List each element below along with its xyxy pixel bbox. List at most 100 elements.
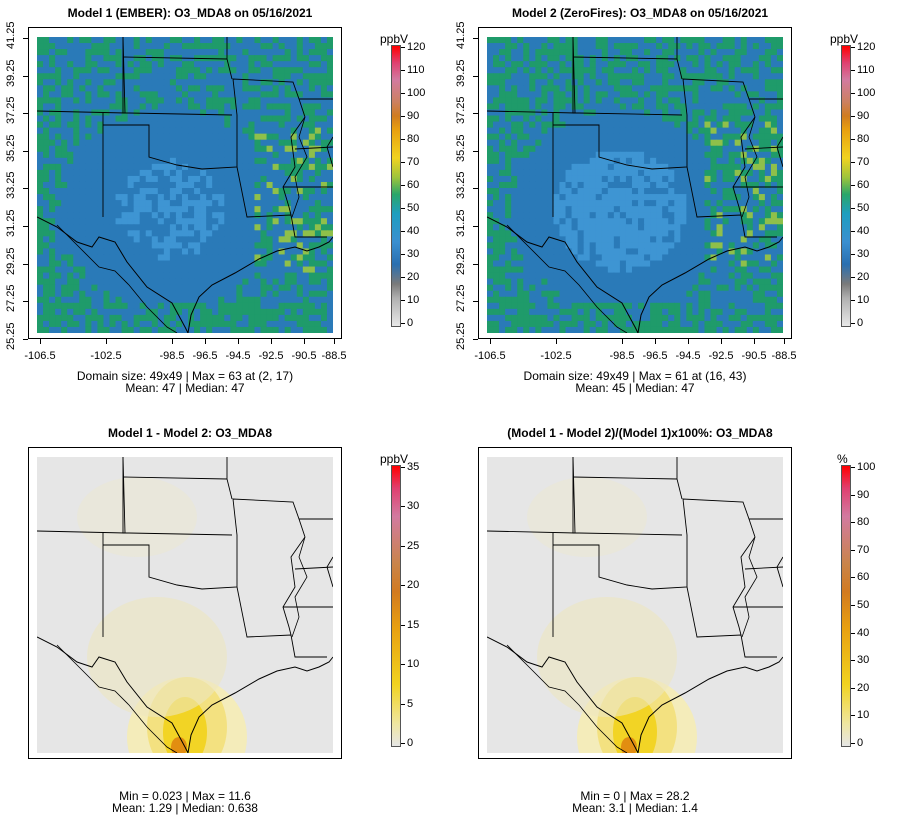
colorbar-label: 60	[857, 179, 870, 191]
colorbar-tick	[851, 208, 855, 209]
y-tick	[23, 150, 28, 152]
colorbar	[391, 465, 401, 747]
x-tick-label: -90.5	[741, 350, 767, 362]
coastline	[487, 216, 783, 333]
x-tick	[205, 339, 206, 344]
river-border	[741, 536, 758, 638]
colorbar-label: 70	[857, 543, 870, 556]
colorbar-unit: %	[837, 452, 848, 466]
colorbar-label: 10	[857, 294, 870, 306]
colorbar-unit: ppbV	[380, 32, 409, 46]
colorbar-tick	[401, 116, 405, 117]
state-border	[326, 136, 333, 168]
colorbar-tick	[851, 323, 855, 324]
map-frame	[28, 447, 342, 759]
colorbar-label: 40	[407, 225, 420, 237]
y-tick-label: 33.25	[455, 171, 467, 200]
state-border	[122, 37, 129, 114]
map-panel-model2: Model 2 (ZeroFires): O3_MDA8 on 05/16/20…	[450, 0, 900, 420]
x-tick	[622, 339, 623, 344]
colorbar-label: 110	[857, 64, 875, 76]
colorbar-label: 15	[407, 618, 420, 631]
x-tick-label: -102.5	[540, 350, 572, 362]
colorbar-tick	[851, 231, 855, 232]
colorbar-label: 120	[407, 41, 426, 53]
state-border	[776, 556, 783, 588]
x-tick-label: -98.5	[159, 350, 185, 362]
x-tick	[40, 339, 41, 344]
colorbar-label: 30	[857, 248, 870, 260]
y-tick-label: 41.25	[5, 21, 17, 49]
panel-title: Model 1 - Model 2: O3_MDA8	[107, 426, 273, 440]
coastline	[487, 636, 783, 753]
state-border	[128, 532, 233, 536]
colorbar-tick	[401, 624, 405, 626]
state-border	[232, 78, 306, 118]
colorbar-tick	[401, 93, 405, 94]
stats-line-2: Mean: 45 | Median: 47	[575, 381, 695, 395]
y-tick-label: 25.25	[455, 322, 467, 350]
x-tick	[754, 339, 755, 344]
state-border	[682, 78, 756, 118]
colorbar-tick	[851, 93, 855, 94]
colorbar-label: 20	[407, 271, 420, 283]
x-tick	[655, 339, 656, 344]
map-panel-percent-difference: (Model 1 - Model 2)/(Model 1)x100%: O3_M…	[450, 420, 900, 840]
state-border	[578, 532, 683, 536]
x-tick-label: -94.5	[675, 350, 701, 362]
colorbar-label: 90	[857, 488, 870, 501]
x-tick	[490, 339, 491, 344]
state-border	[572, 56, 678, 60]
stats-line-1: Domain size: 49x49 | Max = 63 at (2, 17)	[76, 369, 294, 383]
map-plot	[487, 37, 783, 333]
colorbar-tick	[401, 300, 405, 301]
state-border	[572, 476, 678, 480]
map-frame	[478, 447, 792, 759]
x-tick	[721, 339, 722, 344]
state-border	[122, 56, 228, 60]
x-tick	[784, 339, 785, 344]
x-tick-label: -106.5	[474, 350, 506, 362]
colorbar-tick	[851, 715, 855, 717]
y-tick-label: 35.25	[5, 134, 17, 162]
colorbar-label: 0	[407, 317, 414, 329]
y-tick-label: 41.25	[455, 21, 467, 49]
panel-title: Model 2 (ZeroFires): O3_MDA8 on 05/16/20…	[511, 6, 769, 20]
colorbar-tick	[401, 323, 405, 324]
map-frame	[478, 27, 792, 339]
y-tick-label: 27.25	[455, 284, 467, 313]
y-tick	[23, 113, 28, 115]
y-tick	[473, 38, 478, 39]
colorbar-tick	[401, 47, 405, 48]
colorbar-label: 0	[407, 737, 414, 749]
colorbar-tick	[851, 139, 855, 140]
concentration-area	[537, 597, 677, 717]
river-border	[291, 116, 308, 218]
y-tick-label: 33.25	[5, 171, 17, 200]
state-border	[282, 116, 306, 216]
x-tick-label: -102.5	[90, 350, 122, 362]
panel-title: Model 1 (EMBER): O3_MDA8 on 05/16/2021	[67, 6, 313, 20]
x-tick	[106, 339, 107, 344]
colorbar-label: 0	[857, 317, 864, 329]
colorbar-label: 40	[857, 626, 870, 639]
stats-line-2: Mean: 1.29 | Median: 0.638	[112, 801, 258, 815]
state-border	[676, 457, 683, 500]
colorbar-label: 100	[407, 87, 426, 99]
stats-line-2: Mean: 47 | Median: 47	[125, 381, 245, 395]
colorbar-label: 10	[407, 294, 420, 306]
colorbar-tick	[401, 185, 405, 186]
international-border	[56, 224, 178, 333]
stats-line-1: Domain size: 49x49 | Max = 61 at (16, 43…	[523, 369, 747, 383]
colorbar-label: 20	[857, 271, 870, 283]
y-tick-label: 25.25	[5, 322, 17, 350]
colorbar-label: 80	[407, 133, 420, 145]
colorbar-label: 50	[407, 202, 420, 214]
colorbar-tick	[401, 277, 405, 278]
y-tick	[473, 113, 478, 115]
x-tick-label: -92.5	[258, 350, 284, 362]
colorbar-tick	[401, 664, 405, 666]
x-tick	[334, 339, 335, 344]
x-tick-label: -92.5	[708, 350, 734, 362]
state-border	[578, 112, 683, 116]
